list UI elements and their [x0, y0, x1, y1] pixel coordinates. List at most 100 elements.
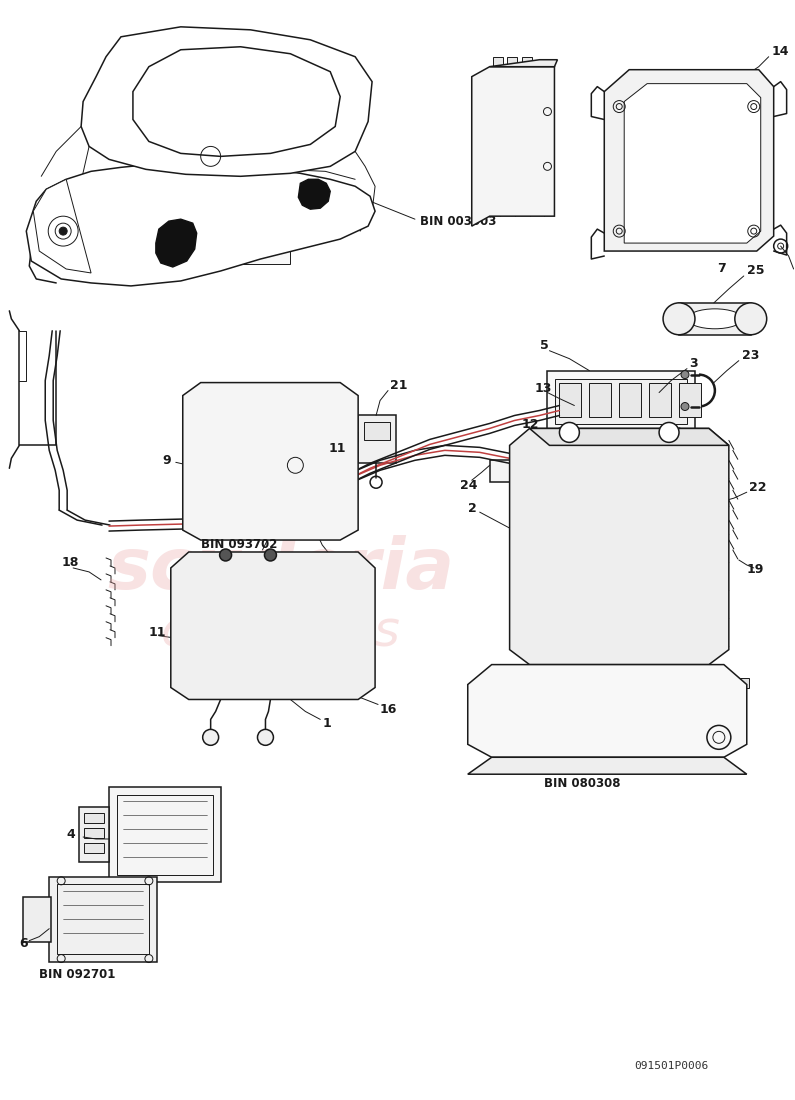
- Bar: [589, 700, 624, 712]
- Bar: [548, 371, 695, 432]
- Bar: [490, 460, 512, 482]
- Bar: [293, 407, 333, 431]
- Text: 13: 13: [534, 382, 552, 395]
- Text: scuderia: scuderia: [107, 536, 454, 604]
- Circle shape: [681, 371, 689, 378]
- Bar: [200, 236, 290, 264]
- Polygon shape: [133, 47, 340, 156]
- Circle shape: [219, 549, 231, 561]
- Text: BIN 092701: BIN 092701: [39, 968, 115, 981]
- Text: BIN 003503: BIN 003503: [420, 214, 496, 228]
- Text: 19: 19: [747, 563, 764, 576]
- Circle shape: [663, 302, 695, 334]
- Circle shape: [59, 227, 67, 235]
- Text: 4: 4: [66, 827, 75, 840]
- Text: 17: 17: [332, 553, 350, 566]
- Text: car  parts: car parts: [161, 607, 400, 656]
- Bar: [270, 406, 286, 416]
- Ellipse shape: [688, 309, 743, 329]
- Text: 5: 5: [540, 339, 549, 352]
- Bar: [589, 383, 611, 418]
- Bar: [609, 678, 629, 688]
- Circle shape: [681, 403, 689, 410]
- Text: BIN 080308: BIN 080308: [545, 778, 621, 790]
- Bar: [293, 439, 333, 453]
- Polygon shape: [624, 84, 761, 243]
- Text: 14: 14: [772, 45, 789, 58]
- Polygon shape: [467, 664, 747, 757]
- Bar: [344, 420, 358, 429]
- Polygon shape: [529, 428, 729, 446]
- Text: 22: 22: [749, 481, 766, 494]
- Bar: [689, 700, 724, 712]
- Polygon shape: [171, 552, 375, 700]
- Polygon shape: [490, 59, 557, 67]
- Polygon shape: [183, 383, 358, 540]
- Bar: [270, 431, 286, 441]
- Bar: [540, 700, 574, 712]
- Bar: [490, 678, 510, 688]
- Bar: [493, 57, 502, 68]
- Text: 11: 11: [328, 442, 346, 455]
- Polygon shape: [467, 757, 747, 774]
- Bar: [117, 795, 212, 874]
- Bar: [699, 678, 719, 688]
- Bar: [520, 678, 540, 688]
- Bar: [522, 57, 532, 68]
- Text: BIN 093702: BIN 093702: [200, 538, 277, 551]
- Text: 11: 11: [149, 626, 166, 639]
- Bar: [650, 383, 671, 418]
- Ellipse shape: [286, 484, 304, 496]
- Bar: [364, 422, 390, 440]
- Bar: [285, 398, 340, 459]
- Circle shape: [560, 422, 580, 442]
- Bar: [270, 418, 286, 428]
- Circle shape: [258, 729, 273, 746]
- Text: 18: 18: [61, 557, 79, 570]
- Text: 091501P0006: 091501P0006: [634, 1062, 708, 1071]
- Bar: [84, 843, 104, 852]
- Bar: [560, 383, 581, 418]
- Text: 2: 2: [467, 502, 476, 515]
- Bar: [57, 883, 149, 954]
- Text: 23: 23: [742, 349, 759, 362]
- Circle shape: [735, 302, 766, 334]
- Circle shape: [659, 422, 679, 442]
- Text: 21: 21: [390, 379, 408, 392]
- Text: 7: 7: [717, 263, 726, 275]
- Bar: [639, 700, 674, 712]
- Bar: [84, 813, 104, 823]
- Bar: [729, 678, 749, 688]
- Ellipse shape: [227, 434, 245, 447]
- Polygon shape: [298, 179, 330, 209]
- Polygon shape: [33, 179, 91, 273]
- Bar: [639, 678, 659, 688]
- Bar: [556, 378, 687, 425]
- Bar: [549, 678, 569, 688]
- Text: 24: 24: [460, 478, 477, 492]
- Polygon shape: [604, 69, 774, 251]
- Text: 1: 1: [322, 717, 331, 730]
- Bar: [358, 416, 396, 463]
- Bar: [679, 302, 750, 334]
- Text: 3: 3: [689, 358, 697, 371]
- Bar: [506, 57, 517, 68]
- Bar: [580, 678, 599, 688]
- Text: 20: 20: [298, 482, 316, 495]
- Text: 9: 9: [163, 454, 172, 466]
- Text: 25: 25: [747, 264, 764, 277]
- Text: 6: 6: [19, 937, 28, 950]
- Bar: [679, 383, 701, 418]
- Circle shape: [203, 729, 219, 746]
- Bar: [490, 196, 545, 214]
- Text: 16: 16: [380, 703, 398, 716]
- Bar: [344, 432, 358, 441]
- Bar: [49, 877, 157, 961]
- Bar: [619, 383, 641, 418]
- Polygon shape: [81, 26, 372, 176]
- Ellipse shape: [286, 434, 304, 447]
- Polygon shape: [510, 428, 729, 664]
- Bar: [84, 828, 104, 838]
- Bar: [80, 807, 109, 862]
- Polygon shape: [26, 164, 375, 286]
